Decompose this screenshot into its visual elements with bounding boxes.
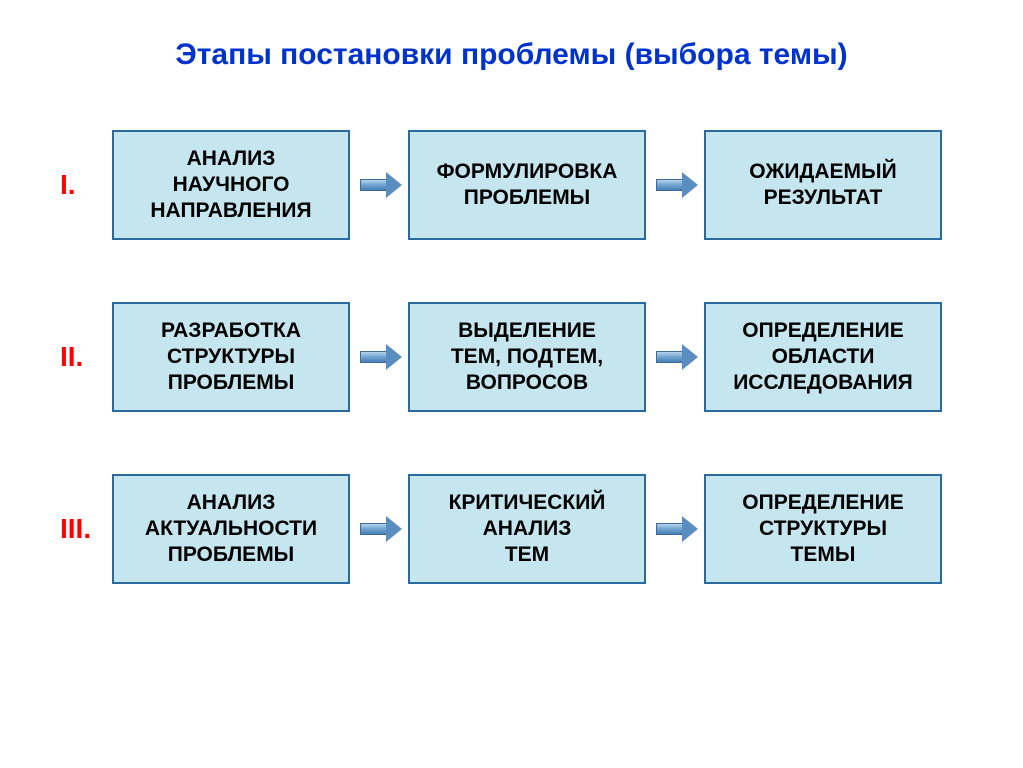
box-1-2: ФОРМУЛИРОВКА ПРОБЛЕМЫ: [408, 130, 646, 240]
arrow-icon: [354, 170, 404, 200]
roman-3: III.: [60, 513, 112, 545]
arrow-icon: [650, 170, 700, 200]
roman-2: II.: [60, 341, 112, 373]
row-1: I. АНАЛИЗ НАУЧНОГО НАПРАВЛЕНИЯ ФОРМУЛИРО…: [60, 130, 980, 240]
arrow-icon: [650, 342, 700, 372]
box-2-3: ОПРЕДЕЛЕНИЕ ОБЛАСТИ ИССЛЕДОВАНИЯ: [704, 302, 942, 412]
arrow-icon: [354, 514, 404, 544]
box-1-3: ОЖИДАЕМЫЙ РЕЗУЛЬТАТ: [704, 130, 942, 240]
box-3-2: КРИТИЧЕСКИЙ АНАЛИЗ ТЕМ: [408, 474, 646, 584]
row-2: II. РАЗРАБОТКА СТРУКТУРЫ ПРОБЛЕМЫ ВЫДЕЛЕ…: [60, 302, 980, 412]
box-2-1: РАЗРАБОТКА СТРУКТУРЫ ПРОБЛЕМЫ: [112, 302, 350, 412]
box-3-3: ОПРЕДЕЛЕНИЕ СТРУКТУРЫ ТЕМЫ: [704, 474, 942, 584]
box-2-2: ВЫДЕЛЕНИЕ ТЕМ, ПОДТЕМ, ВОПРОСОВ: [408, 302, 646, 412]
box-1-1: АНАЛИЗ НАУЧНОГО НАПРАВЛЕНИЯ: [112, 130, 350, 240]
arrow-icon: [354, 342, 404, 372]
arrow-icon: [650, 514, 700, 544]
box-3-1: АНАЛИЗ АКТУАЛЬНОСТИ ПРОБЛЕМЫ: [112, 474, 350, 584]
roman-1: I.: [60, 169, 112, 201]
page-title: Этапы постановки проблемы (выбора темы): [0, 38, 1023, 72]
diagram-rows: I. АНАЛИЗ НАУЧНОГО НАПРАВЛЕНИЯ ФОРМУЛИРО…: [60, 130, 980, 646]
row-3: III. АНАЛИЗ АКТУАЛЬНОСТИ ПРОБЛЕМЫ КРИТИЧ…: [60, 474, 980, 584]
